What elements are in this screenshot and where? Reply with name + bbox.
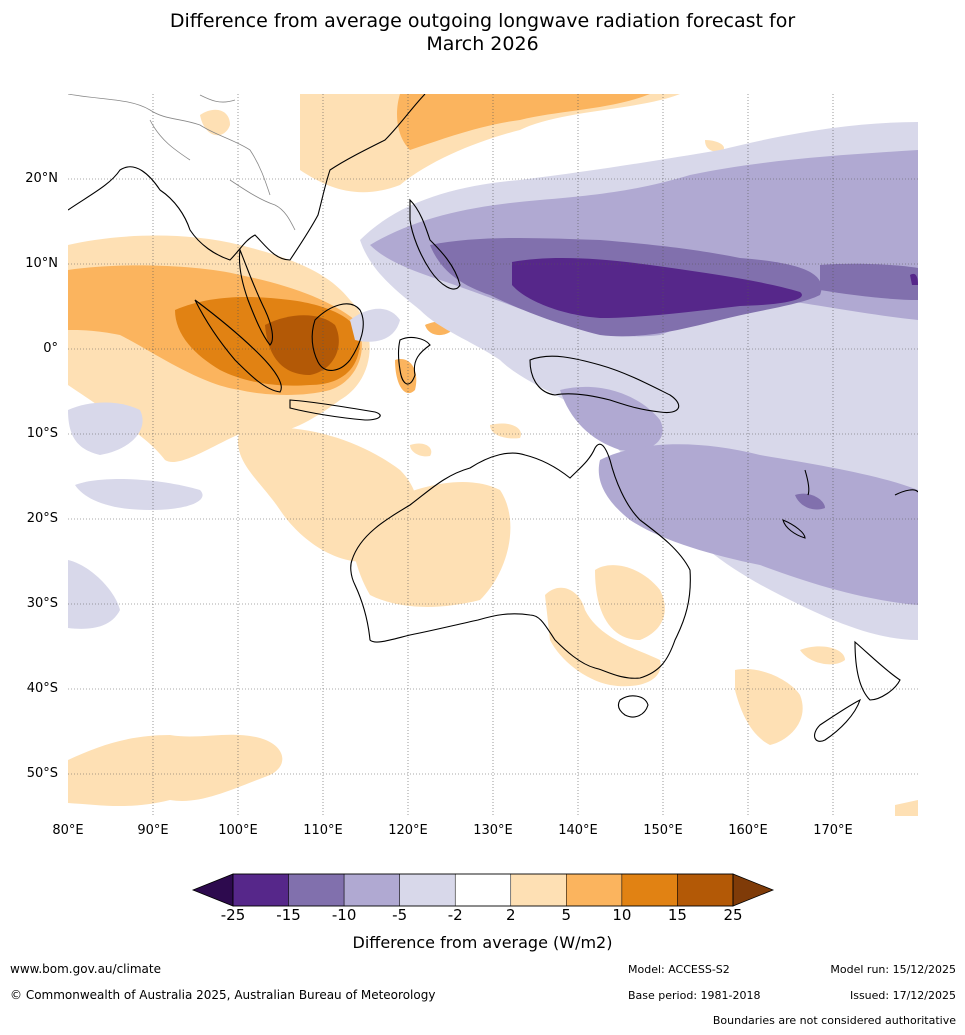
lon-label-140e: 140°E: [558, 823, 598, 838]
colorbar-tick-label: 15: [667, 906, 687, 924]
borneo-coast: [311, 303, 364, 371]
new-guinea-coast: [529, 355, 680, 414]
malay-peninsula-coast: [238, 247, 274, 346]
vanuatu-coast: [804, 469, 810, 496]
anomaly-fields: [68, 94, 918, 816]
colorbar-min-arrow: [191, 873, 234, 907]
boundaries-disclaimer: Boundaries are not considered authoritat…: [712, 1014, 956, 1027]
lat-label-0: 0°: [43, 341, 58, 356]
colorbar-segment: [454, 873, 512, 907]
colorbar-segment: [288, 873, 345, 907]
colorbar-segment: [343, 873, 400, 907]
sulawesi-coast: [397, 336, 431, 385]
philippines-coast: [409, 198, 461, 290]
lon-label-110e: 110°E: [303, 823, 343, 838]
lat-label-30s: 30°S: [26, 596, 58, 611]
colorbar-segment: [232, 873, 289, 907]
website-link[interactable]: www.bom.gov.au/climate: [10, 962, 161, 976]
sumatra-coast: [194, 299, 282, 393]
colorbar-segment: [677, 873, 734, 907]
lon-label-150e: 150°E: [643, 823, 683, 838]
colorbar-segment: [621, 873, 678, 907]
coastlines: [68, 94, 918, 742]
new-caledonia-coast: [782, 519, 806, 539]
australia-coast: [350, 443, 691, 679]
lat-label-40s: 40°S: [26, 681, 58, 696]
tasmania-coast: [617, 695, 649, 718]
issued-date: Issued: 17/12/2025: [849, 989, 956, 1002]
copyright-text: © Commonwealth of Australia 2025, Austra…: [10, 988, 436, 1002]
lon-label-160e: 160°E: [728, 823, 768, 838]
colorbar-tick-label: -15: [276, 906, 301, 924]
graticule: [68, 94, 918, 816]
colorbar-segment: [566, 873, 623, 907]
model-name: Model: ACCESS-S2: [628, 963, 730, 976]
colorbar-tick-label: 5: [561, 906, 572, 924]
title-line-2: March 2026: [426, 33, 539, 55]
lon-label-120e: 120°E: [388, 823, 428, 838]
colorbar-tick-label: -10: [331, 906, 357, 924]
base-period: Base period: 1981-2018: [628, 989, 761, 1002]
lon-label-80e: 80°E: [52, 823, 84, 838]
lat-label-10s: 10°S: [26, 426, 58, 441]
lon-label-100e: 100°E: [218, 823, 258, 838]
model-run-date: Model run: 15/12/2025: [830, 963, 956, 976]
title-line-1: Difference from average outgoing longwav…: [169, 10, 796, 32]
colorbar-max-arrow: [732, 873, 775, 907]
negative-15-25-region: [512, 258, 918, 318]
java-coast: [289, 399, 381, 421]
lat-label-50s: 50°S: [26, 766, 58, 781]
lon-label-90e: 90°E: [137, 823, 169, 838]
lon-label-130e: 130°E: [473, 823, 513, 838]
country-borders: [68, 94, 296, 231]
asia-mainland-coast: [68, 94, 426, 261]
map-title: Difference from average outgoing longwav…: [0, 10, 965, 56]
colorbar-segment: [510, 873, 567, 907]
colorbar-tick-label: 2: [505, 906, 516, 924]
lat-label-20s: 20°S: [26, 511, 58, 526]
colorbar-tick-label: -2: [447, 906, 463, 924]
lat-label-20n: 20°N: [25, 171, 58, 186]
lon-label-170e: 170°E: [813, 823, 853, 838]
colorbar-tick-label: -5: [392, 906, 408, 924]
colorbar-segment: [399, 873, 456, 907]
colorbar-tick-label: 25: [723, 906, 743, 924]
colorbar-segments: [232, 873, 734, 907]
lat-label-10n: 10°N: [25, 256, 58, 271]
colorbar-title: Difference from average (W/m2): [352, 933, 613, 952]
new-zealand-coast: [814, 640, 901, 742]
colorbar-tick-label: 10: [612, 906, 632, 924]
colorbar-tick-label: -25: [220, 906, 246, 924]
fiji-coast: [894, 489, 918, 496]
